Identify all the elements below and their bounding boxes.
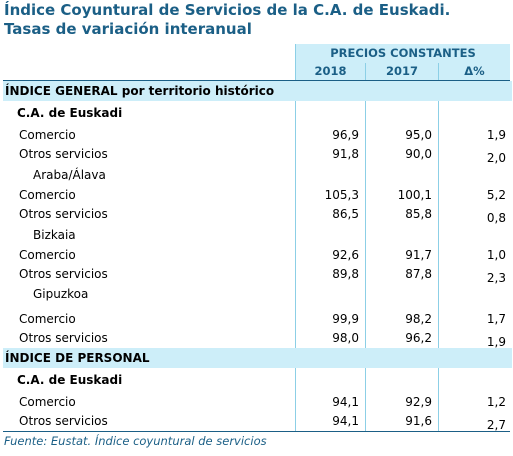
header-col-delta: Δ% (438, 63, 510, 80)
table-row: Otros servicios 86,5 85,8 0,8 (3, 205, 510, 225)
table-row: Otros servicios 91,8 90,0 2,0 (3, 145, 510, 165)
cell-delta: 2,3 (438, 265, 510, 285)
cell-delta: 2,7 (438, 412, 510, 432)
section-label: ÍNDICE DE PERSONAL (3, 348, 512, 368)
region-row: Araba/Álava (3, 164, 510, 186)
header-col-2017: 2017 (365, 63, 438, 80)
cell-2017: 85,8 (365, 205, 438, 224)
row-label: Comercio (19, 312, 76, 326)
cell-2018: 94,1 (295, 393, 365, 412)
cell-2018: 99,9 (295, 310, 365, 329)
cell-2018: 94,1 (295, 412, 365, 431)
table-row: Comercio 96,9 95,0 1,9 (3, 126, 510, 145)
table-row: Comercio 99,9 98,2 1,7 (3, 310, 510, 329)
row-label: Comercio (19, 128, 76, 142)
row-label: Otros servicios (19, 207, 108, 221)
region-label: Bizkaia (33, 228, 76, 242)
subsection-header: C.A. de Euskadi (3, 368, 510, 393)
cell-2018: 86,5 (295, 205, 365, 224)
title-line-1: Índice Coyuntural de Servicios de la C.A… (4, 1, 451, 19)
cell-2018: 96,9 (295, 126, 365, 145)
cell-2018: 89,8 (295, 265, 365, 284)
row-label: Otros servicios (19, 267, 108, 281)
cell-2017: 90,0 (365, 145, 438, 164)
row-label: Comercio (19, 248, 76, 262)
cell-2017: 87,8 (365, 265, 438, 284)
table-row: Otros servicios 98,0 96,2 1,9 (3, 329, 510, 349)
data-table: PRECIOS CONSTANTES 2018 2017 Δ% ÍNDICE G… (3, 44, 512, 432)
header-col-2018: 2018 (295, 63, 365, 80)
row-label: Otros servicios (19, 331, 108, 345)
cell-delta: 1,9 (438, 126, 510, 145)
cell-2017: 98,2 (365, 310, 438, 329)
cell-delta: 0,8 (438, 205, 510, 225)
region-row: Gipuzkoa (3, 284, 510, 310)
table-row: Otros servicios 94,1 91,6 2,7 (3, 412, 510, 432)
row-label: Otros servicios (19, 147, 108, 161)
cell-delta: 1,0 (438, 246, 510, 265)
subsection-label: C.A. de Euskadi (17, 373, 123, 387)
region-label: Araba/Álava (33, 168, 106, 182)
table-row: Comercio 94,1 92,9 1,2 (3, 393, 510, 412)
cell-2018: 91,8 (295, 145, 365, 164)
row-label: Otros servicios (19, 414, 108, 428)
section-header: ÍNDICE GENERAL por territorio histórico (3, 81, 512, 101)
region-row: Bizkaia (3, 224, 510, 246)
cell-2017: 92,9 (365, 393, 438, 412)
table-row: Otros servicios 89,8 87,8 2,3 (3, 265, 510, 285)
section-header: ÍNDICE DE PERSONAL (3, 348, 512, 368)
cell-delta: 1,2 (438, 393, 510, 412)
row-label: Comercio (19, 395, 76, 409)
table-row: Comercio 92,6 91,7 1,0 (3, 246, 510, 265)
cell-delta: 1,7 (438, 310, 510, 329)
section-label: ÍNDICE GENERAL por territorio histórico (3, 81, 512, 101)
table-title: Índice Coyuntural de Servicios de la C.A… (4, 1, 450, 39)
cell-delta: 1,9 (438, 329, 510, 349)
cell-delta: 2,0 (438, 145, 510, 165)
cell-2018: 92,6 (295, 246, 365, 265)
row-label: Comercio (19, 188, 76, 202)
cell-2017: 91,7 (365, 246, 438, 265)
subsection-label: C.A. de Euskadi (17, 106, 123, 120)
subsection-header: C.A. de Euskadi (3, 101, 510, 126)
header-row-group: PRECIOS CONSTANTES (3, 44, 510, 63)
cell-2017: 96,2 (365, 329, 438, 348)
cell-2017: 95,0 (365, 126, 438, 145)
table-row: Comercio 105,3 100,1 5,2 (3, 186, 510, 205)
title-line-2: Tasas de variación interanual (4, 20, 252, 38)
header-precios-constantes: PRECIOS CONSTANTES (295, 44, 510, 63)
source-note: Fuente: Eustat. Índice coyuntural de ser… (4, 434, 267, 448)
header-row-columns: 2018 2017 Δ% (3, 63, 510, 81)
cell-2017: 100,1 (365, 186, 438, 205)
region-label: Gipuzkoa (33, 287, 89, 301)
cell-2017: 91,6 (365, 412, 438, 431)
cell-2018: 105,3 (295, 186, 365, 205)
cell-delta: 5,2 (438, 186, 510, 205)
cell-2018: 98,0 (295, 329, 365, 348)
